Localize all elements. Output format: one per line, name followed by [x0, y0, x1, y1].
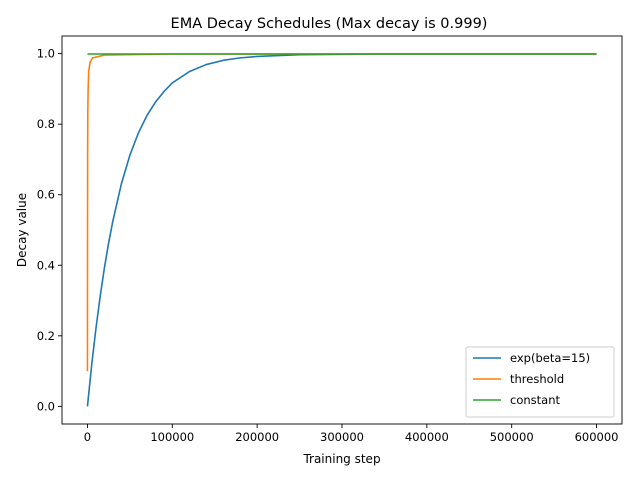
legend-label-1: threshold — [510, 372, 564, 386]
x-tick-label: 100000 — [150, 430, 194, 444]
y-axis: 0.0 0.2 0.4 0.6 0.8 1.0 — [37, 47, 62, 413]
chart-title: EMA Decay Schedules (Max decay is 0.999) — [171, 16, 488, 32]
x-axis: 0 100000 200000 300000 400000 500000 600000 — [84, 424, 619, 444]
legend-label-0: exp(beta=15) — [510, 351, 590, 365]
plot-lines — [86, 53, 597, 407]
x-tick-label: 300000 — [320, 430, 364, 444]
y-tick-label: 0.2 — [37, 329, 55, 343]
x-axis-label: Training step — [302, 452, 380, 466]
x-tick-label: 400000 — [405, 430, 449, 444]
y-tick-label: 0.8 — [37, 117, 55, 131]
y-tick-label: 1.0 — [37, 47, 55, 61]
y-tick-label: 0.4 — [37, 258, 55, 272]
y-tick-label: 0.6 — [37, 188, 55, 202]
x-tick-label: 0 — [84, 430, 91, 444]
x-tick-label: 500000 — [490, 430, 534, 444]
x-tick-label: 200000 — [235, 430, 279, 444]
legend: exp(beta=15) threshold constant — [465, 346, 615, 418]
y-tick-label: 0.0 — [37, 399, 55, 413]
legend-box — [465, 346, 615, 418]
y-axis-label: Decay value — [15, 193, 29, 267]
legend-label-2: constant — [510, 393, 560, 407]
x-tick-label: 600000 — [575, 430, 619, 444]
